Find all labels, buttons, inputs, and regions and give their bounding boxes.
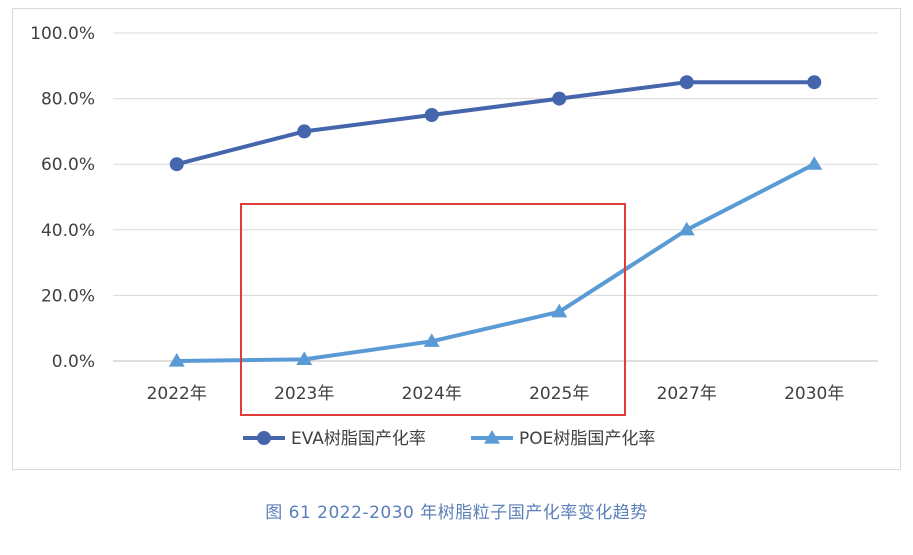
data-point (424, 108, 439, 122)
x-tick-label: 2025年 (529, 384, 589, 404)
y-tick-label: 20.0% (41, 286, 95, 306)
data-point (169, 157, 184, 172)
data-point (678, 221, 695, 236)
y-tick-label: 60.0% (41, 155, 95, 175)
legend-label: EVA树脂国产化率 (291, 429, 426, 449)
data-point (168, 353, 185, 367)
y-tick-label: 100.0% (30, 24, 95, 44)
y-tick-label: 40.0% (41, 221, 95, 241)
x-tick-label: 2022年 (147, 384, 207, 404)
data-point (807, 75, 822, 90)
legend-label: POE树脂国产化率 (519, 429, 655, 449)
y-axis-ticks: 0.0% 20.0% 40.0% 60.0% 80.0% 100.0% (30, 24, 95, 372)
data-point (296, 351, 313, 365)
legend-marker (484, 430, 500, 444)
x-axis-ticks: 2022年 2023年 2024年 2025年 2027年 2030年 (147, 384, 845, 404)
data-point (551, 303, 568, 318)
series-line (176, 80, 815, 167)
data-point (806, 156, 823, 170)
highlight-box (240, 203, 626, 416)
data-point (297, 124, 312, 139)
series-line (176, 162, 816, 363)
x-tick-label: 2030年 (784, 384, 844, 404)
x-tick-label: 2027年 (657, 384, 717, 404)
data-point (423, 333, 440, 347)
legend: EVA树脂国产化率 POE树脂国产化率 (243, 429, 655, 449)
series-1 (169, 75, 822, 172)
x-tick-label: 2024年 (402, 384, 462, 404)
x-tick-label: 2023年 (274, 384, 334, 404)
legend-item: POE树脂国产化率 (471, 429, 655, 449)
legend-marker (257, 431, 271, 445)
figure-caption: 图 61 2022-2030 年树脂粒子国产化率变化趋势 (265, 503, 648, 523)
series-2 (168, 156, 823, 367)
data-point (679, 75, 694, 90)
chart-frame (12, 8, 901, 470)
legend-item: EVA树脂国产化率 (243, 429, 426, 449)
y-tick-label: 80.0% (41, 90, 95, 110)
y-tick-label: 0.0% (52, 352, 95, 372)
highlight-layer (240, 203, 626, 416)
series-layer (168, 75, 823, 367)
data-point (552, 91, 567, 106)
